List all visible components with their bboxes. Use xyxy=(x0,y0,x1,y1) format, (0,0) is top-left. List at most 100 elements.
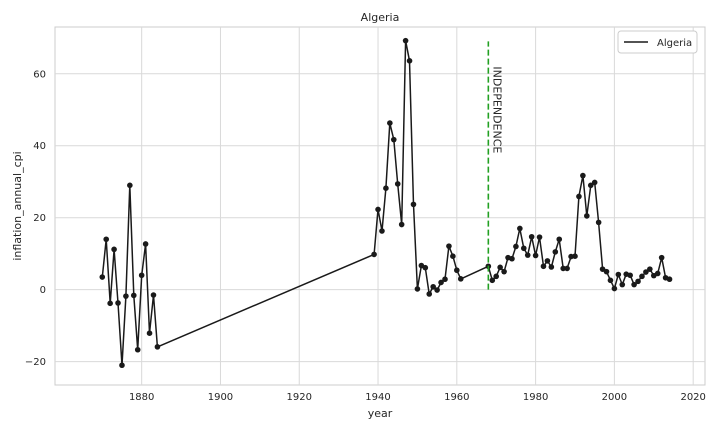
data-point xyxy=(103,236,110,243)
data-point xyxy=(595,219,602,226)
data-point xyxy=(414,286,421,292)
data-point xyxy=(150,292,157,298)
data-point xyxy=(138,272,145,279)
chart-title: Algeria xyxy=(361,11,400,24)
data-point xyxy=(647,266,653,272)
x-tick-label: 2000 xyxy=(602,392,627,403)
data-point xyxy=(658,254,665,261)
legend: Algeria xyxy=(617,30,698,54)
data-point xyxy=(615,271,622,278)
data-point xyxy=(556,236,563,243)
x-tick-label: 1980 xyxy=(523,392,548,403)
x-tick-label: 1900 xyxy=(208,392,233,403)
data-point xyxy=(383,185,389,191)
data-point xyxy=(576,193,582,200)
data-point xyxy=(99,274,106,280)
data-point xyxy=(513,243,519,250)
data-point xyxy=(501,268,507,275)
series-layer xyxy=(99,37,673,369)
data-point xyxy=(607,277,614,284)
data-point xyxy=(532,252,539,259)
legend-label-algeria: Algeria xyxy=(657,38,692,49)
x-tick-label: 1920 xyxy=(287,392,312,403)
data-point xyxy=(580,172,586,179)
y-axis-label: inflation_annual_cpi xyxy=(11,151,24,260)
data-point xyxy=(402,37,409,44)
data-point xyxy=(446,243,452,249)
data-point xyxy=(154,344,161,350)
grid-lines xyxy=(55,27,705,385)
x-tick-label: 1960 xyxy=(444,392,469,403)
data-point xyxy=(635,278,641,285)
x-axis-ticks: 1880 1900 1920 1940 1960 1980 2000 2020 xyxy=(129,392,706,403)
legend-box xyxy=(617,30,698,54)
data-point xyxy=(572,253,578,259)
data-point xyxy=(398,221,405,228)
data-point xyxy=(584,213,590,219)
data-point xyxy=(524,252,531,258)
data-point xyxy=(371,251,377,258)
y-axis-ticks: −20 0 20 40 60 xyxy=(25,69,46,368)
data-point xyxy=(611,285,618,292)
data-point xyxy=(591,179,598,186)
data-point xyxy=(379,228,385,234)
data-point xyxy=(517,225,523,232)
data-point xyxy=(422,264,429,271)
data-point xyxy=(497,264,503,271)
data-point xyxy=(438,279,444,286)
data-point xyxy=(619,281,626,288)
data-point xyxy=(111,246,117,253)
annotation-layer: INDEPENDENCE xyxy=(487,41,503,290)
data-point xyxy=(457,276,464,282)
data-point xyxy=(493,273,500,280)
data-point xyxy=(387,120,393,126)
data-point xyxy=(146,330,153,336)
x-tick-label: 1940 xyxy=(365,392,390,403)
data-point xyxy=(520,245,527,252)
data-point xyxy=(560,265,566,272)
data-point xyxy=(548,264,555,270)
data-point xyxy=(107,300,113,307)
data-point xyxy=(552,249,559,255)
data-point xyxy=(390,136,397,143)
data-point xyxy=(123,293,129,299)
x-tick-label: 1880 xyxy=(129,392,154,403)
data-point xyxy=(394,181,401,187)
data-point xyxy=(134,346,141,353)
data-point xyxy=(639,273,645,280)
y-tick-label: 40 xyxy=(33,141,46,152)
data-point xyxy=(564,265,570,272)
data-point xyxy=(489,277,496,284)
data-point xyxy=(528,233,535,240)
data-point xyxy=(587,182,594,189)
y-tick-label: 20 xyxy=(33,213,46,224)
data-point xyxy=(603,268,610,275)
y-tick-label: −20 xyxy=(25,357,46,368)
data-point xyxy=(375,206,381,213)
data-point xyxy=(442,276,448,283)
y-tick-label: 0 xyxy=(40,285,46,296)
data-point xyxy=(450,253,456,259)
data-point xyxy=(654,270,661,277)
data-point xyxy=(426,291,433,297)
data-point xyxy=(627,272,633,279)
data-point xyxy=(540,263,547,270)
data-point xyxy=(509,255,515,262)
data-point xyxy=(406,58,413,64)
x-axis-label: year xyxy=(368,407,393,420)
data-point xyxy=(130,292,137,299)
data-point xyxy=(666,276,673,283)
data-point xyxy=(631,281,637,288)
data-point xyxy=(544,258,551,264)
independence-label: INDEPENDENCE xyxy=(490,66,503,153)
data-point xyxy=(454,267,460,274)
data-point xyxy=(410,201,417,208)
plot-background xyxy=(54,26,706,386)
data-point xyxy=(430,283,436,290)
data-point xyxy=(643,269,649,275)
y-tick-label: 60 xyxy=(33,69,46,80)
data-point xyxy=(142,241,149,247)
data-point xyxy=(115,300,121,306)
data-point xyxy=(119,362,125,369)
